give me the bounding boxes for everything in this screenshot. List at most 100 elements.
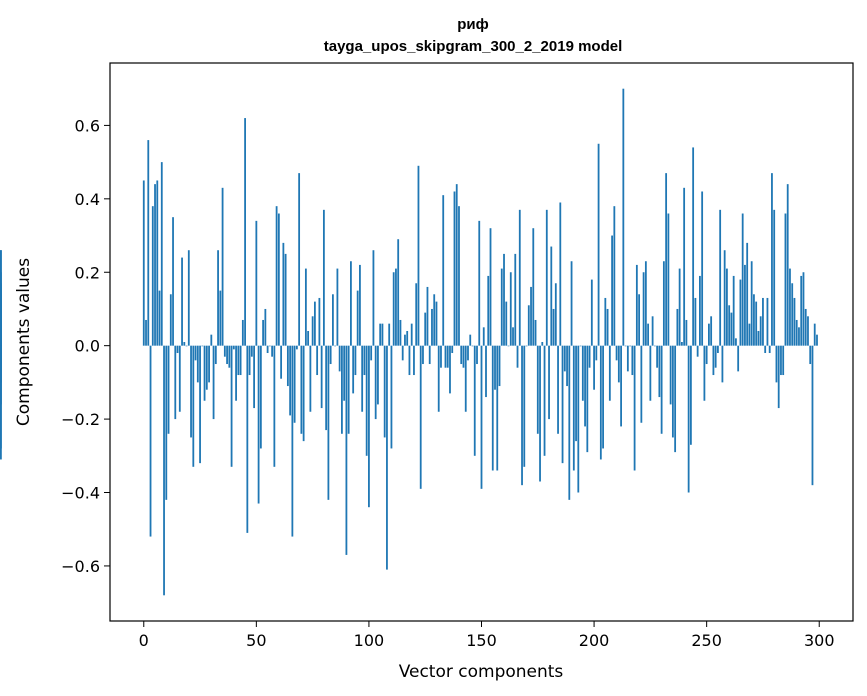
bar-161 [505,301,508,346]
bar-226 [651,316,654,346]
bar-131 [437,345,440,412]
bar-56 [268,345,271,347]
bar-109 [388,323,391,346]
bar-149 [478,220,481,346]
bar-241 [685,319,688,346]
bar-16 [178,345,181,412]
bar-49 [253,345,255,409]
bar-271 [753,294,755,346]
x-tick-label: 150 [466,631,497,650]
bar-62 [282,242,285,346]
bar-194 [579,345,582,347]
bar-240 [683,187,686,346]
bar-204 [602,345,604,449]
bar-42 [237,345,240,376]
bar-266 [741,213,744,346]
bar-287 [789,268,791,346]
bar-134 [444,345,447,368]
bar-9 [163,345,165,596]
bar-undefined [0,345,2,372]
bar-110 [390,345,393,449]
bar-14 [174,345,177,420]
bar-33 [217,250,219,346]
bar-36 [223,345,226,357]
bar-95 [356,290,359,346]
bar-244 [692,147,695,346]
bar-31 [212,345,215,420]
bar-177 [541,342,544,346]
bar-192 [575,345,577,442]
y-tick-label: −0.4 [61,484,100,503]
bar-112 [395,268,397,346]
bar-undefined [0,250,2,346]
bar-83 [329,345,332,365]
bar-294 [804,308,807,346]
y-axis-label: Components values [14,258,34,426]
bar-207 [608,345,611,401]
bar-178 [543,345,546,456]
bar-155 [491,345,494,471]
bar-268 [746,242,749,346]
bar-264 [737,345,740,372]
bar-256 [719,209,722,346]
bar-81 [325,345,328,431]
bar-91 [347,345,350,434]
bar-124 [422,345,424,365]
bar-53 [262,319,264,346]
bar-208 [611,235,613,346]
x-axis-ticks: 0 50 100 150 200 250 300 [139,621,835,650]
bar-224 [647,323,650,346]
bar-235 [671,345,674,438]
bar-127 [428,345,431,365]
bar-282 [777,345,780,409]
bar-30 [210,334,213,346]
bar-74 [309,345,312,412]
bar-104 [377,345,379,405]
bar-115 [401,345,404,361]
y-tick-label: −0.6 [61,557,100,576]
bar-269 [748,323,751,346]
bar-2 [147,140,150,346]
bar-281 [775,345,778,383]
bar-227 [653,345,656,347]
x-axis-label: Vector components [399,662,564,682]
bar-157 [496,345,499,471]
bar-214 [624,345,627,347]
bar-277 [766,297,769,346]
bar-164 [512,327,514,346]
bar-100 [368,345,370,508]
bar-40 [232,345,235,350]
bar-255 [717,345,719,354]
bar-142 [462,345,465,368]
bar-55 [266,345,269,354]
bar-153 [487,275,490,346]
bar-90 [345,345,348,555]
bar-148 [476,345,478,365]
bar-80 [322,209,325,346]
bar-250 [705,345,708,365]
bar-230 [660,345,663,434]
bar-84 [332,294,334,346]
bar-163 [509,272,512,346]
bar-71 [302,345,305,442]
bar-221 [640,345,643,423]
bar-279 [771,173,773,346]
bar-263 [735,338,737,346]
bar-274 [759,316,762,346]
bar-45 [244,118,246,346]
bar-186 [561,345,564,464]
bar-48 [250,345,253,357]
bar-229 [658,345,661,398]
bar-237 [676,308,679,346]
bar-64 [286,345,289,387]
bar-283 [780,345,782,376]
bar-156 [494,345,496,390]
bar-166 [516,345,519,368]
x-tick-label: 200 [579,631,610,650]
y-tick-label: 0.6 [75,116,100,135]
bar-88 [341,345,343,434]
bar-179 [545,209,548,346]
bar-143 [464,345,467,412]
bar-295 [807,316,809,346]
bar-15 [176,345,179,354]
